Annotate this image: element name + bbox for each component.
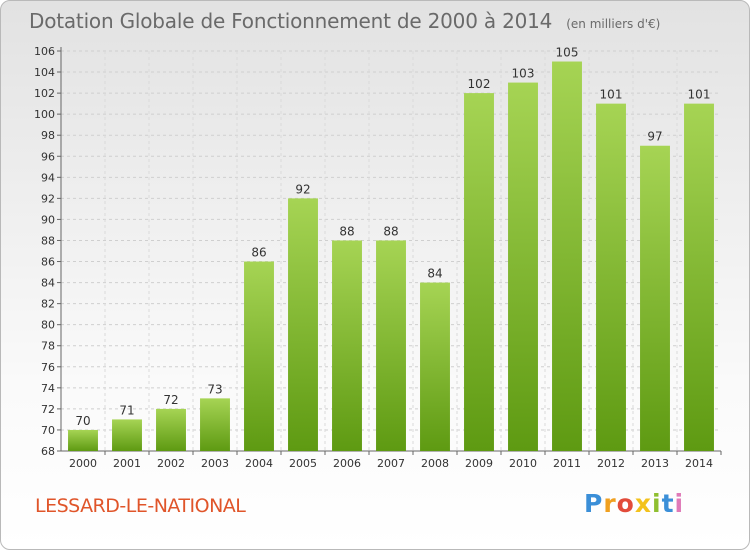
y-tick-label: 98 — [41, 129, 55, 142]
y-tick-label: 90 — [41, 213, 55, 226]
bar-2001 — [112, 419, 142, 451]
bar-2012 — [596, 103, 626, 451]
logo-letter: P — [584, 489, 604, 518]
x-tick-label: 2011 — [553, 457, 581, 470]
x-tick-label: 2009 — [465, 457, 493, 470]
logo-letter: o — [616, 489, 635, 518]
proxiti-logo: Proxiti — [584, 489, 684, 518]
commune-name: LESSARD-LE-NATIONAL — [35, 495, 246, 517]
bar-value-label: 88 — [383, 224, 398, 238]
bar-2009 — [464, 93, 494, 452]
x-tick-label: 2003 — [201, 457, 229, 470]
bar-2014 — [684, 103, 714, 451]
y-tick-label: 72 — [41, 403, 55, 416]
bar-2011 — [552, 61, 582, 452]
x-tick-label: 2013 — [641, 457, 669, 470]
y-tick-label: 102 — [34, 87, 55, 100]
labels: 68 70 72 74 76 78 80 82 84 86 88 90 92 94 96 98 100 102 10… — [34, 45, 713, 470]
bar-2008 — [420, 282, 450, 451]
x-tick-label: 2012 — [597, 457, 625, 470]
bar-value-label: 103 — [512, 67, 535, 81]
x-tick-label: 2000 — [69, 457, 97, 470]
x-tick-label: 2006 — [333, 457, 361, 470]
bar-value-label: 71 — [119, 403, 134, 417]
bar-2000 — [68, 429, 98, 451]
bar-2004 — [244, 261, 274, 451]
y-tick-label: 76 — [41, 361, 55, 374]
bar-value-label: 105 — [556, 46, 579, 60]
chart-subtitle: (en milliers d'€) — [566, 17, 661, 31]
y-tick-label: 96 — [41, 150, 55, 163]
bar-2010 — [508, 82, 538, 451]
y-tick-label: 80 — [41, 319, 55, 332]
logo-letter: r — [603, 489, 617, 518]
bar-value-label: 73 — [207, 382, 222, 396]
y-tick-label: 74 — [41, 382, 55, 395]
y-tick-label: 70 — [41, 424, 55, 437]
x-tick-label: 2005 — [289, 457, 317, 470]
bar-2003 — [200, 398, 230, 451]
x-tick-label: 2007 — [377, 457, 405, 470]
title-row: Dotation Globale de Fonctionnement de 20… — [29, 9, 660, 33]
x-tick-label: 2004 — [245, 457, 273, 470]
logo-letter: i — [652, 489, 662, 518]
y-tick-label: 92 — [41, 192, 55, 205]
x-tick-label: 2001 — [113, 457, 141, 470]
x-tick-label: 2008 — [421, 457, 449, 470]
bar-2013 — [640, 145, 670, 451]
bars — [68, 61, 714, 452]
y-tick-label: 94 — [41, 171, 55, 184]
y-tick-label: 104 — [34, 66, 55, 79]
x-tick-label: 2014 — [685, 457, 713, 470]
bar-value-label: 102 — [468, 77, 491, 91]
bar-2006 — [332, 240, 362, 451]
logo-letter: t — [661, 489, 675, 518]
y-tick-label: 82 — [41, 298, 55, 311]
y-tick-label: 86 — [41, 256, 55, 269]
bar-value-label: 86 — [251, 246, 266, 260]
y-tick-label: 88 — [41, 234, 55, 247]
bar-value-label: 84 — [427, 267, 442, 281]
bar-2007 — [376, 240, 406, 451]
y-tick-label: 106 — [34, 45, 55, 58]
y-tick-label: 68 — [41, 445, 55, 458]
bar-2005 — [288, 198, 318, 451]
y-tick-label: 84 — [41, 277, 55, 290]
bar-value-label: 88 — [339, 224, 354, 238]
y-tick-label: 78 — [41, 340, 55, 353]
bar-value-label: 101 — [688, 88, 711, 102]
y-tick-label: 100 — [34, 108, 55, 121]
x-tick-label: 2010 — [509, 457, 537, 470]
chart-title: Dotation Globale de Fonctionnement de 20… — [29, 9, 553, 33]
bar-value-label: 92 — [295, 182, 310, 196]
bar-value-label: 70 — [75, 414, 90, 428]
bar-value-label: 97 — [647, 130, 662, 144]
bar-value-label: 72 — [163, 393, 178, 407]
logo-letter: x — [634, 489, 652, 518]
logo-letter: i — [674, 489, 685, 518]
bar-2002 — [156, 408, 186, 451]
x-tick-label: 2002 — [157, 457, 185, 470]
bar-value-label: 101 — [600, 88, 623, 102]
